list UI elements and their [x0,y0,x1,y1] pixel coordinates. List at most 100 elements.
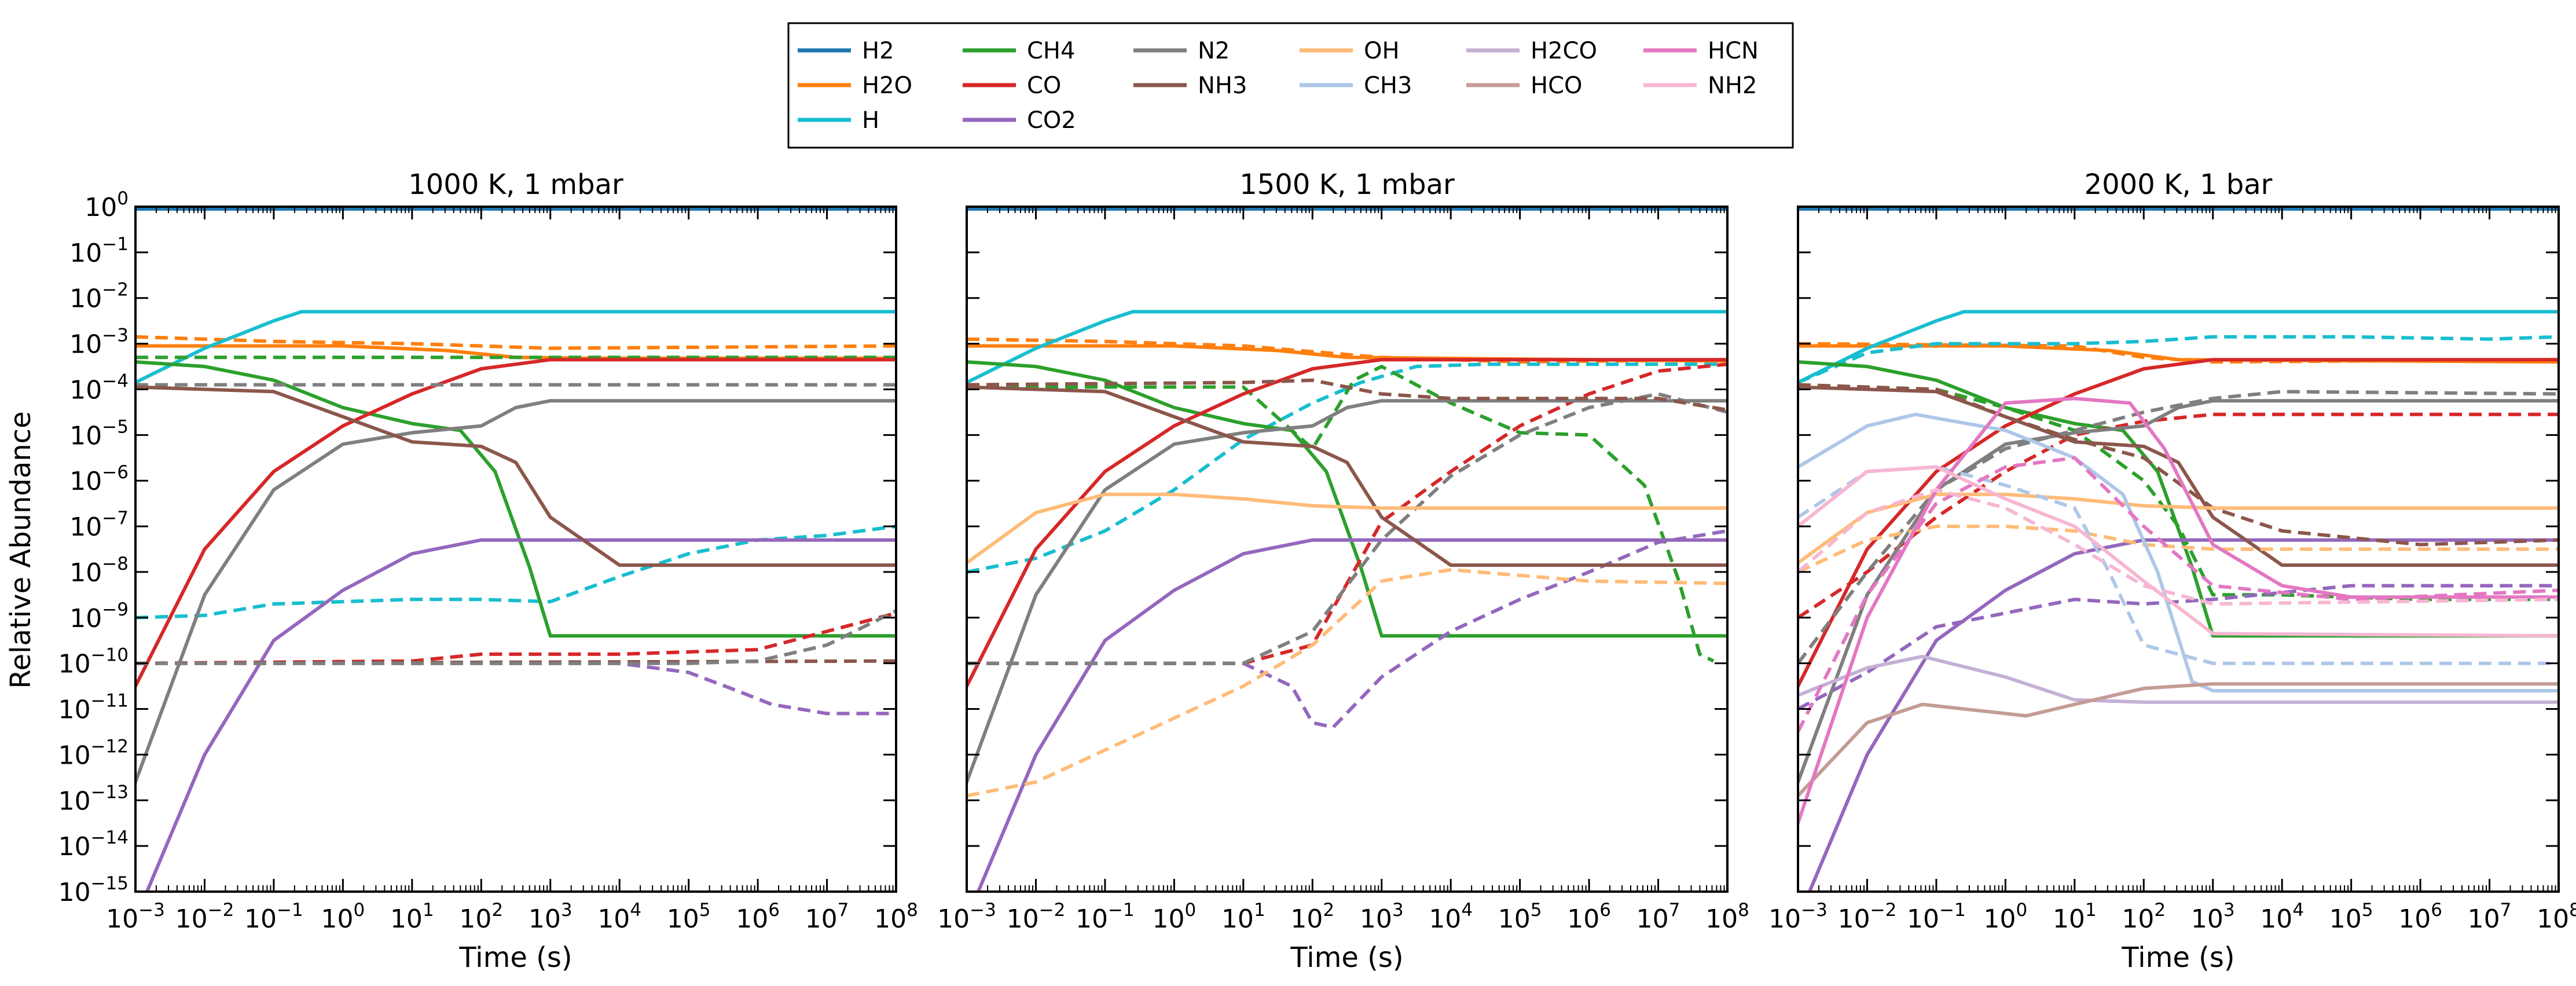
series-group [967,207,1727,892]
legend-label: N2 [1198,38,1230,64]
x-tick-label: 102 [1290,900,1334,934]
panel-title: 1500 K, 1 mbar [1239,168,1455,201]
series-line-co2-dashed [135,661,896,716]
legend-label: CH4 [1027,38,1075,64]
legend-label: CO2 [1027,107,1076,134]
x-axis-label: Time (s) [1290,941,1403,974]
x-tick-label: 105 [1498,900,1542,934]
series-line-ch4-dashed [967,365,1715,663]
series-line-co-dashed [967,362,1727,665]
series-line-hcn-solid [1798,397,2559,825]
chart-panel-1: 1000 K, 1 mbar Time (s) 10−3 10−2 10−1 100 101… [58,168,918,974]
x-tick-label: 107 [805,900,849,934]
legend-entry-h2co: H2CO [1466,38,1597,64]
x-tick-label: 10−1 [1076,900,1135,934]
legend-label: H [862,107,879,134]
series-line-h-solid [967,310,1727,384]
y-tick-label: 10−15 [58,873,129,907]
y-tick-label: 100 [85,188,129,222]
series-line-h2o-dashed [1798,342,2559,364]
legend-label: H2O [862,72,912,99]
legend-entry-nh2: NH2 [1643,72,1757,99]
x-tick-label: 101 [390,900,434,934]
plot-frame [1797,206,2560,893]
series-group [1798,207,2559,892]
chart-panel-3: 2000 K, 1 bar Time (s) 10−3 10−2 10−1 100 101 1… [1768,168,2576,974]
x-tick-label: 10−1 [1907,900,1966,934]
y-tick-label: 10−6 [69,462,129,496]
x-axis-label: Time (s) [458,941,572,974]
x-tick-label: 10−3 [1768,900,1828,934]
legend-label: OH [1364,38,1400,64]
y-tick-label: 10−8 [69,554,129,588]
legend-entry-nh3: NH3 [1133,72,1247,99]
series-line-nh3-solid [135,385,896,567]
panel-title: 2000 K, 1 bar [2085,168,2273,201]
y-tick-label: 10−7 [69,508,129,542]
legend: H2 H2O H CH4 CO CO2 N2 NH3 OH CH3 H2CO HCO HCN NH2 [787,22,1794,149]
y-tick-label: 10−3 [69,325,129,360]
x-tick-label: 10−3 [937,900,996,934]
legend-entry-co2: CO2 [963,107,1076,134]
series-line-hcn-dashed [1798,456,2559,733]
series-line-nh2-solid [1798,465,2559,638]
x-tick-label: 105 [2329,900,2373,934]
x-tick-label: 103 [2191,900,2235,934]
legend-label: CO [1027,72,1061,99]
y-tick-label: 10−13 [58,782,129,816]
legend-entry-n2: N2 [1133,38,1230,64]
legend-entry-ch4: CH4 [963,38,1075,64]
series-line-co2-dashed [967,529,1727,730]
y-tick-label: 10−12 [58,736,129,770]
y-tick-label: 10−9 [69,599,129,633]
series-line-n2-dashed [135,609,896,665]
y-tick-label: 10−5 [69,416,129,450]
y-tick-label: 10−14 [58,827,129,862]
y-tick-label: 10−1 [69,234,129,268]
legend-label: H2 [862,38,894,64]
series-group [135,207,896,892]
legend-entry-ch3: CH3 [1300,72,1412,99]
series-line-nh3-dashed [1798,383,2559,547]
series-line-nh3-solid [967,385,1727,567]
y-axis-label: Relative Abundance [5,411,37,688]
series-line-co2-solid [145,538,896,892]
legend-label: NH3 [1198,72,1247,99]
plot-frame [134,206,897,893]
series-line-n2-solid [135,399,896,784]
legend-entry-co: CO [963,72,1061,99]
panel-title: 1000 K, 1 mbar [408,168,623,201]
series-line-h-solid [1798,310,2559,384]
legend-entry-h2: H2 [798,38,894,64]
x-axis-label: Time (s) [2121,941,2234,974]
x-tick-label: 104 [597,900,641,934]
x-tick-label: 10−1 [244,900,303,934]
legend-entry-h2o: H2O [798,72,912,99]
x-tick-label: 108 [1705,900,1749,934]
series-line-co2-solid [976,538,1727,892]
x-tick-label: 10−2 [1838,900,1897,934]
series-line-ch4-solid [967,360,1727,638]
x-tick-label: 108 [874,900,918,934]
series-line-h-dashed [1798,335,2559,384]
x-tick-label: 103 [1360,900,1404,934]
x-tick-label: 107 [2468,900,2512,934]
series-line-co-solid [967,358,1727,688]
series-line-ch3-solid [1798,412,2559,692]
x-tick-label: 101 [1221,900,1265,934]
x-tick-label: 104 [1429,900,1473,934]
series-line-co-solid [135,358,896,688]
series-line-nh2-dashed [1798,488,2559,606]
legend-label: CH3 [1364,72,1412,99]
legend-label: HCN [1708,38,1759,64]
series-line-oh-solid [967,492,1727,565]
series-line-co-dashed [135,611,896,665]
y-tick-label: 10−2 [69,280,129,314]
y-tick-label: 10−11 [58,691,129,725]
legend-label: H2CO [1531,38,1597,64]
chart-panel-2: 1500 K, 1 mbar Time (s) 10−3 10−2 10−1 100 101… [937,168,1749,974]
x-tick-label: 106 [1567,900,1611,934]
series-line-h2o-dashed [967,337,1727,364]
x-tick-label: 106 [736,900,780,934]
